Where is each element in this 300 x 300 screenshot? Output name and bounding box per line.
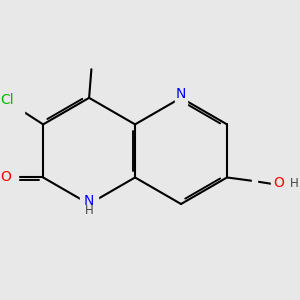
Text: N: N <box>176 87 186 101</box>
Bar <box>80 196 98 212</box>
Bar <box>252 176 257 186</box>
Text: H: H <box>85 204 94 218</box>
Text: H: H <box>290 176 298 190</box>
Bar <box>271 178 284 192</box>
Text: O: O <box>273 176 284 190</box>
Bar <box>5 170 18 185</box>
Text: N: N <box>84 194 94 208</box>
Text: Cl: Cl <box>0 93 14 107</box>
Bar <box>5 98 24 114</box>
Bar <box>175 91 188 105</box>
Text: O: O <box>0 170 11 184</box>
